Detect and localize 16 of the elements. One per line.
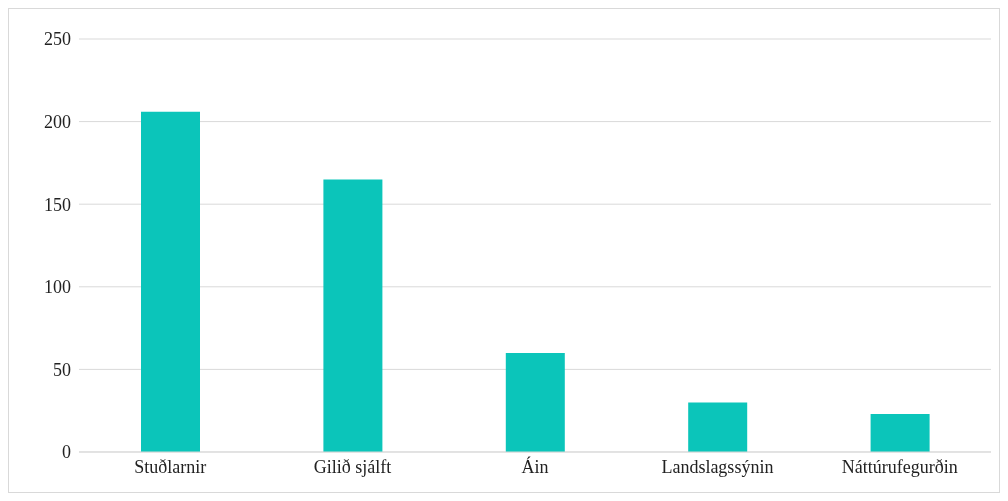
y-tick-label: 150 [44,194,71,215]
x-tick-label: Gilið sjálft [313,456,392,477]
bar [141,111,200,452]
x-tick-label: Landslagssýnin [661,456,774,477]
x-tick-label: Áin [521,455,549,477]
y-tick-label: 0 [62,442,71,463]
bar [505,352,565,452]
bar [688,402,748,452]
y-tick-label: 100 [44,277,71,298]
x-tick-label: Stuðlarnir [134,456,207,477]
bar [870,414,930,452]
y-tick-label: 250 [44,29,71,50]
bar [323,179,383,452]
x-tick-label: Náttúrufegurðin [841,456,958,477]
y-tick-label: 50 [53,359,71,380]
y-tick-label: 200 [44,111,71,132]
